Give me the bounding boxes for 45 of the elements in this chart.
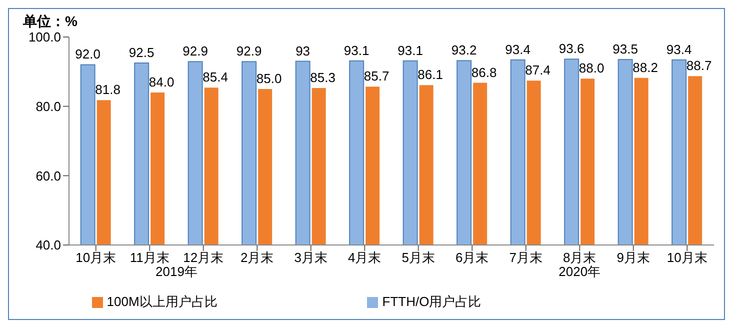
x-tick-label: 2月末 bbox=[240, 250, 274, 266]
data-label: 85.4 bbox=[202, 70, 228, 85]
chart-title: 单位：% bbox=[23, 13, 78, 31]
x-tick-label: 4月末 bbox=[348, 250, 382, 266]
y-tick-label: 40.0 bbox=[36, 238, 61, 253]
y-tick-label: 100.0 bbox=[28, 30, 61, 45]
data-label: 85.0 bbox=[256, 71, 282, 86]
data-label: 93.2 bbox=[451, 42, 477, 58]
x-tick-label: 10月末 bbox=[76, 250, 116, 266]
x-tick-label: 10月末 bbox=[666, 250, 708, 266]
data-label: 87.4 bbox=[525, 62, 550, 78]
x-tick-label: 12月末 bbox=[183, 250, 224, 266]
legend-label: 100M以上用户占比 bbox=[106, 294, 218, 309]
legend-label: FTTH/O用户占比 bbox=[382, 294, 482, 309]
data-label: 93.4 bbox=[666, 42, 692, 57]
data-label: 92.0 bbox=[75, 46, 100, 62]
y-tick-label: 60.0 bbox=[36, 168, 61, 184]
data-label: 84.0 bbox=[148, 74, 174, 90]
data-label: 85.7 bbox=[364, 68, 390, 84]
text: 2020年 bbox=[558, 264, 602, 281]
data-label: 93.4 bbox=[505, 42, 530, 57]
text: 2019年 bbox=[154, 264, 198, 281]
x-tick-label: 9月末 bbox=[616, 250, 650, 266]
data-label: 86.8 bbox=[471, 64, 497, 80]
data-label: 93.5 bbox=[612, 42, 638, 57]
x-tick-label: 11月末 bbox=[130, 250, 170, 266]
data-label: 92.9 bbox=[236, 44, 262, 59]
data-label: 88.7 bbox=[686, 58, 712, 74]
data-label: 93.1 bbox=[344, 42, 370, 58]
x-tick-label: 3月末 bbox=[294, 250, 328, 266]
data-label: 92.5 bbox=[128, 45, 154, 60]
data-label: 93 bbox=[296, 43, 310, 58]
x-tick-label: 7月末 bbox=[509, 250, 542, 266]
data-label: 86.1 bbox=[418, 67, 443, 82]
data-label: 85.3 bbox=[310, 70, 336, 85]
data-label: 88.2 bbox=[632, 60, 658, 75]
x-tick-label: 6月末 bbox=[456, 250, 489, 266]
data-label: 93.6 bbox=[558, 41, 584, 56]
x-tick-label: 8月末 bbox=[563, 250, 596, 266]
data-label: 92.9 bbox=[182, 44, 208, 59]
y-tick-label: 80.0 bbox=[36, 98, 61, 114]
data-label: 93.1 bbox=[398, 42, 423, 58]
data-label: 81.8 bbox=[95, 82, 120, 98]
x-tick-label: 5月末 bbox=[402, 250, 435, 266]
data-label: 88.0 bbox=[578, 60, 604, 76]
